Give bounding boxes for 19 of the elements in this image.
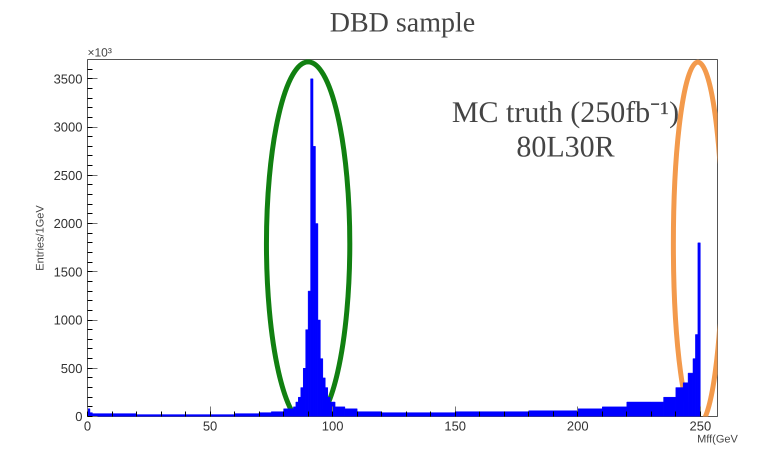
y-tick-label: 2500 <box>54 168 82 183</box>
y-tick-label: 3500 <box>54 71 82 86</box>
x-tick-label: 150 <box>444 418 466 434</box>
annotation: MC truth (250fb⁻¹) <box>452 96 680 129</box>
x-tick-label: 200 <box>566 418 589 434</box>
chart-title: DBD sample <box>330 8 476 38</box>
x-tick-label: 50 <box>202 418 218 434</box>
x-axis-title: Mff(GeV <box>697 434 739 446</box>
x-tick-label: 100 <box>322 418 344 434</box>
y-tick-label: 2000 <box>54 216 82 232</box>
y-tick-label: 1000 <box>54 312 82 328</box>
y-tick-label: 500 <box>60 360 83 376</box>
y-tick-label: 1500 <box>54 264 82 280</box>
y-tick-label: 3000 <box>54 120 82 135</box>
text: ×10³ <box>88 46 112 60</box>
y-tick-label: 0 <box>75 409 83 424</box>
x-tick-label: 250 <box>689 418 712 434</box>
y-axis-title: Entries/1GeV <box>34 204 47 271</box>
annotation: 80L30R <box>516 130 615 164</box>
